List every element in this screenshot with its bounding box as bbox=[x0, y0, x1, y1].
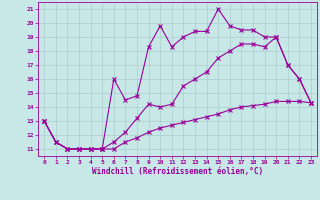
X-axis label: Windchill (Refroidissement éolien,°C): Windchill (Refroidissement éolien,°C) bbox=[92, 167, 263, 176]
